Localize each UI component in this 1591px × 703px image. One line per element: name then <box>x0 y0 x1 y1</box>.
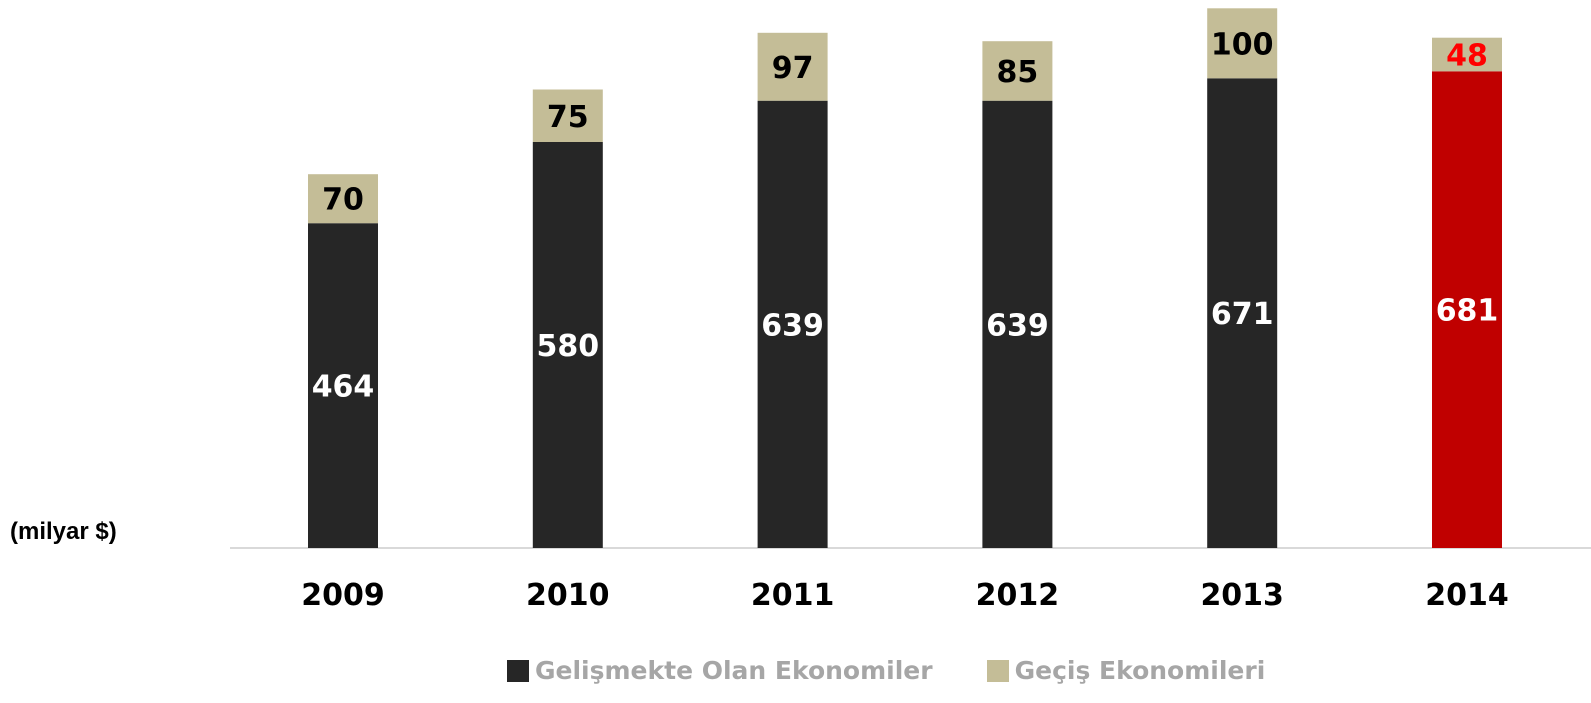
bar-gecis-2009 <box>308 174 378 224</box>
bar-gecis-2010 <box>532 89 603 142</box>
bar-gelismekte-2009 <box>308 223 378 548</box>
x-tick-labels: 2009 2010 2011 2012 2013 2014 <box>301 578 1509 613</box>
bar-gelismekte-2011 <box>757 100 828 548</box>
legend-item-gecis: Geçiş Ekonomileri <box>986 656 1266 685</box>
legend-label-gecis: Geçiş Ekonomileri <box>1014 656 1266 685</box>
legend-item-gelismekte: Gelişmekte Olan Ekonomiler <box>507 656 933 685</box>
data-label-gelismekte-2014: 681 <box>1436 294 1499 329</box>
bar-gecis-2013 <box>1207 8 1278 79</box>
bar-gelismekte-2012 <box>982 100 1053 548</box>
data-label-gecis-2013: 100 <box>1211 27 1274 62</box>
bar-gecis-2014 <box>1432 37 1502 72</box>
data-label-gecis-2012: 85 <box>997 55 1039 90</box>
data-label-gelismekte-2010: 580 <box>536 329 599 364</box>
x-tick-label-2009: 2009 <box>301 578 385 613</box>
data-label-gecis-2010: 75 <box>547 100 589 135</box>
data-label-gecis-2009: 70 <box>322 183 364 218</box>
bar-gecis-2012 <box>982 41 1053 101</box>
x-tick-label-2012: 2012 <box>976 578 1060 613</box>
bar-gecis-2011 <box>757 32 828 101</box>
bars-group: 464 70 580 75 639 97 639 85 671 100 681 48 <box>308 8 1502 549</box>
x-tick-label-2011: 2011 <box>751 578 835 613</box>
bar-gelismekte-2010 <box>532 142 603 548</box>
legend-swatch-gelismekte <box>507 659 529 682</box>
bar-gelismekte-2014 <box>1432 71 1502 549</box>
data-label-gelismekte-2011: 639 <box>761 308 824 343</box>
unit-label: (milyar $) <box>10 518 117 545</box>
legend-label-gelismekte: Gelişmekte Olan Ekonomiler <box>535 656 933 685</box>
x-tick-label-2013: 2013 <box>1200 578 1284 613</box>
x-tick-label-2010: 2010 <box>526 578 610 613</box>
legend: Gelişmekte Olan Ekonomiler Geçiş Ekonomi… <box>507 656 1319 685</box>
data-label-gecis-2011: 97 <box>772 51 814 86</box>
data-label-gelismekte-2009: 464 <box>312 370 375 405</box>
legend-swatch-gecis <box>986 659 1009 682</box>
bar-gelismekte-2013 <box>1207 78 1278 549</box>
data-label-gecis-2014: 48 <box>1446 39 1488 74</box>
x-tick-label-2014: 2014 <box>1425 578 1509 613</box>
data-label-gelismekte-2012: 639 <box>986 308 1049 343</box>
data-label-gelismekte-2013: 671 <box>1211 297 1274 332</box>
